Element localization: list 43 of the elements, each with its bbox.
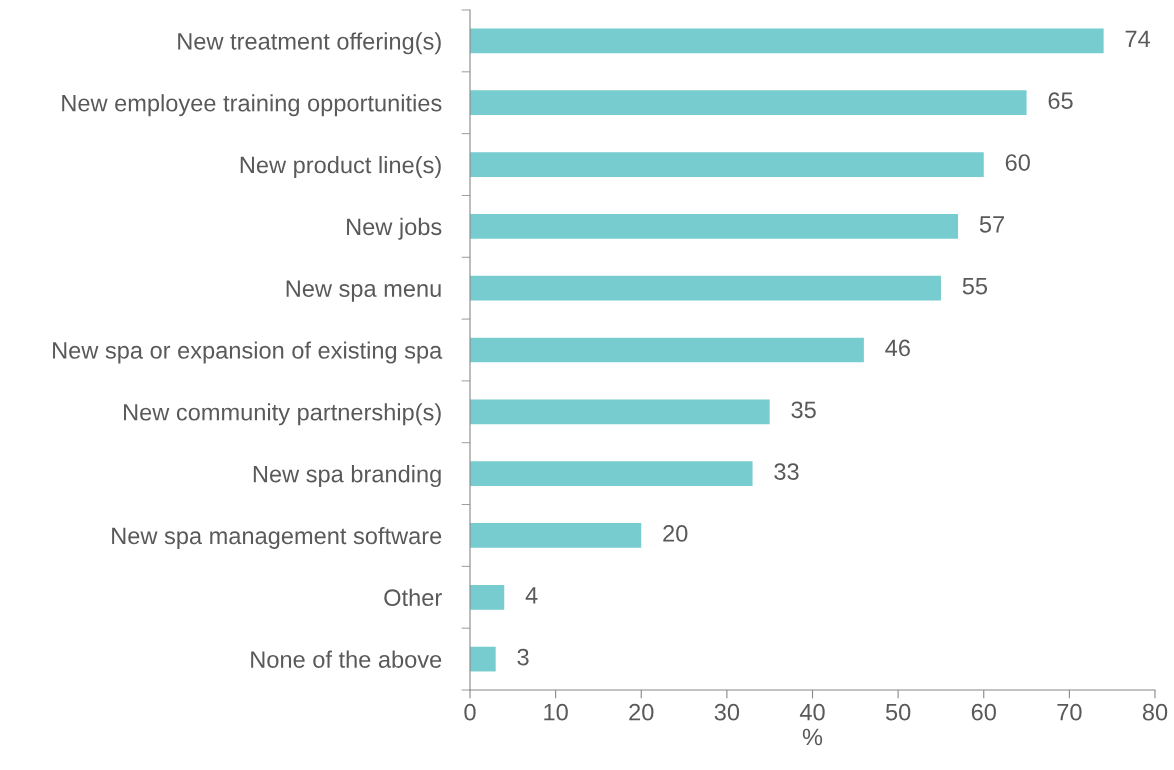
x-axis-title: % xyxy=(802,728,823,746)
bar xyxy=(470,28,1104,54)
data-label: 57 xyxy=(979,216,1004,233)
x-tick-label: 10 xyxy=(544,703,568,721)
x-tick-label: 60 xyxy=(971,703,996,721)
y-tick-label: New treatment offering(s) xyxy=(178,32,441,55)
y-tick-label: New jobs xyxy=(347,217,442,240)
data-label: 4 xyxy=(525,587,538,604)
x-tick-label: 80 xyxy=(1142,703,1168,721)
y-tick-label: None of the above xyxy=(251,650,442,668)
y-tick-label: New product line(s) xyxy=(240,155,441,178)
bar xyxy=(470,214,959,239)
data-label: 65 xyxy=(1048,92,1073,110)
y-tick-label: New spa menu xyxy=(286,280,441,302)
y-tick-label: New spa or expansion of existing spa xyxy=(53,341,443,364)
data-label: 33 xyxy=(774,463,799,480)
bar xyxy=(470,90,1027,116)
x-tick-label: 20 xyxy=(629,703,654,721)
x-tick-label: 30 xyxy=(714,703,740,721)
bar xyxy=(470,275,941,301)
data-label: 3 xyxy=(517,648,529,666)
y-tick-label: New spa management software xyxy=(112,526,442,549)
x-tick-label: 70 xyxy=(1057,703,1082,721)
data-label: 60 xyxy=(1005,154,1030,171)
data-label: 46 xyxy=(885,339,910,357)
x-tick-label: 40 xyxy=(799,703,825,721)
x-tick-label: 0 xyxy=(464,703,476,721)
y-tick-label: New community partnership(s) xyxy=(124,403,441,426)
bar xyxy=(470,646,496,672)
data-label: 55 xyxy=(962,278,988,295)
bar xyxy=(470,152,984,177)
data-label: 74 xyxy=(1125,30,1151,48)
bar xyxy=(470,461,753,486)
bar xyxy=(470,523,642,548)
bar xyxy=(470,337,864,363)
data-label: 35 xyxy=(791,401,816,419)
y-tick-label: New employee training opportunities xyxy=(62,94,442,117)
bar xyxy=(470,399,770,425)
x-tick-label: 50 xyxy=(885,703,911,721)
y-tick-label: New spa branding xyxy=(253,465,441,488)
bar xyxy=(470,584,505,610)
data-label: 20 xyxy=(663,525,688,542)
y-tick-label: Other xyxy=(384,588,442,607)
